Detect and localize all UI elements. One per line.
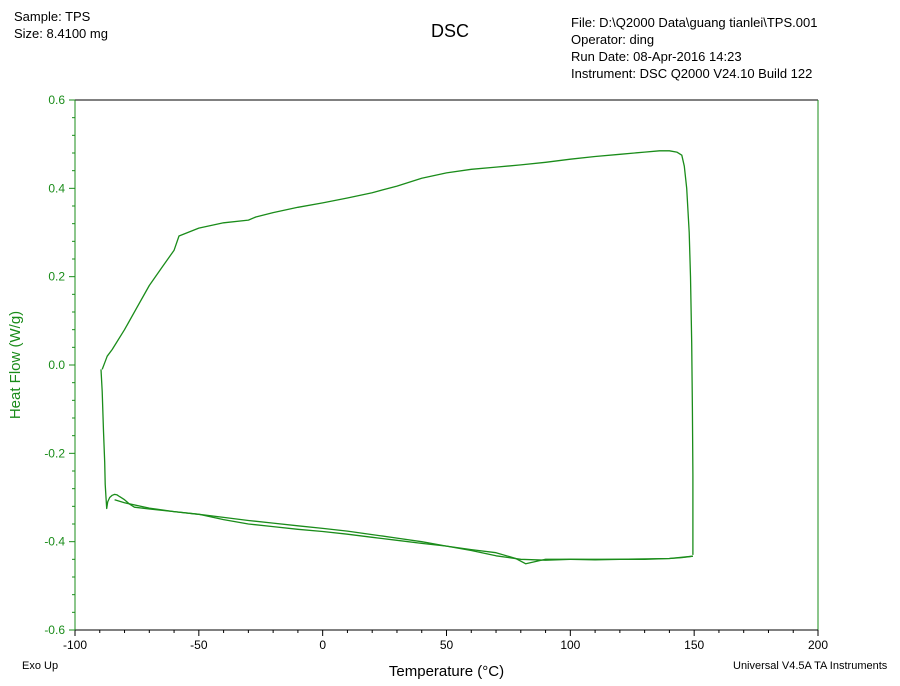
x-tick-label: 100 xyxy=(560,638,580,652)
heat-flow-curve-1 xyxy=(101,150,694,555)
operator: Operator: ding xyxy=(571,32,655,47)
exo-up-label: Exo Up xyxy=(22,660,59,672)
x-tick-label: -50 xyxy=(190,638,208,652)
y-axis-label: Heat Flow (W/g) xyxy=(7,311,24,419)
y-tick-label: 0.4 xyxy=(48,181,65,195)
chart-title: DSC xyxy=(430,21,469,41)
y-tick-label: 0.6 xyxy=(48,93,65,107)
heat-flow-curve-3 xyxy=(114,499,693,561)
heat-flow-curve-2 xyxy=(100,369,693,565)
x-axis-label: Temperature (°C) xyxy=(389,663,504,680)
file-path: File: D:\Q2000 Data\guang tianlei\TPS.00… xyxy=(571,15,818,30)
sample-info: Sample: TPS Size: 8.4100 mg xyxy=(14,8,108,42)
software-version: Universal V4.5A TA Instruments xyxy=(733,660,888,672)
y-tick-label: -0.6 xyxy=(44,623,65,637)
y-tick-label: -0.4 xyxy=(44,535,65,549)
x-tick-label: 200 xyxy=(808,638,828,652)
x-tick-label: 150 xyxy=(684,638,704,652)
sample-name: Sample: TPS xyxy=(14,9,91,24)
y-tick-label: 0.0 xyxy=(48,358,65,372)
run-info: File: D:\Q2000 Data\guang tianlei\TPS.00… xyxy=(571,14,817,82)
y-tick-label: -0.2 xyxy=(44,446,65,460)
x-tick-label: 0 xyxy=(319,638,326,652)
x-tick-label: 50 xyxy=(440,638,454,652)
instrument: Instrument: DSC Q2000 V24.10 Build 122 xyxy=(571,66,813,81)
sample-size: Size: 8.4100 mg xyxy=(14,26,108,41)
x-tick-label: -100 xyxy=(63,638,87,652)
y-tick-label: 0.2 xyxy=(48,270,65,284)
run-date: Run Date: 08-Apr-2016 14:23 xyxy=(571,49,742,64)
